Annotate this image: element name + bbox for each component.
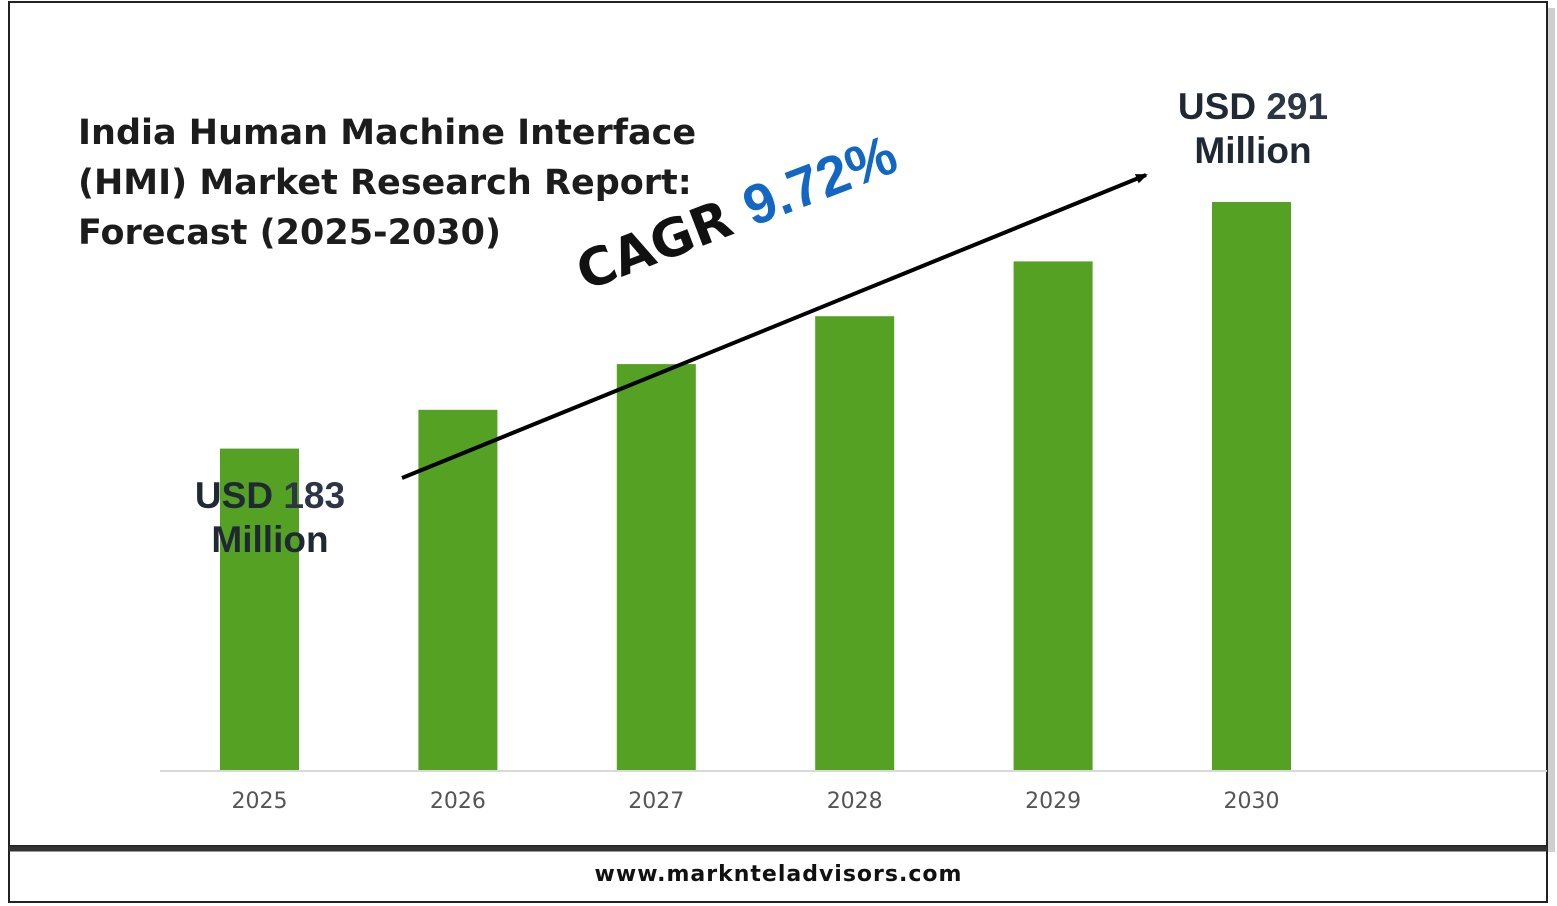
footer-website[interactable]: www.marknteladvisors.com (594, 862, 963, 887)
x-tick-label-2030: 2030 (1224, 789, 1280, 814)
x-tick-label-2028: 2028 (827, 789, 883, 814)
start-value-number: 183 (283, 475, 346, 516)
footer-box (8, 845, 1548, 903)
title-line-2: (HMI) Market Research Report: (78, 163, 692, 203)
bar-2025 (220, 448, 299, 770)
title-line-3: Forecast (2025-2030) (78, 213, 501, 253)
end-value-unit: Million (1194, 130, 1312, 171)
start-value-line: USD 183 (180, 474, 360, 518)
growth-arrow (401, 173, 1148, 480)
bars-group (220, 202, 1291, 770)
bar-2029 (1013, 261, 1093, 770)
bar-2026 (418, 409, 498, 770)
bar-2030 (1212, 202, 1291, 770)
end-value-line: USD 291 (1163, 85, 1343, 129)
x-tick-label-2025: 2025 (232, 789, 288, 814)
start-value-callout: USD 183 Million (180, 474, 360, 562)
bar-2028 (815, 316, 895, 770)
x-tick-label-2029: 2029 (1025, 789, 1081, 814)
tick-labels-group: 2025 2026 2027 2028 2029 2030 (232, 789, 1280, 814)
x-tick-label-2027: 2027 (628, 789, 684, 814)
start-value-unit: Million (211, 519, 329, 560)
end-value-callout: USD 291 Million (1163, 85, 1343, 173)
chart-title: India Human Machine Interface (HMI) Mark… (78, 108, 718, 258)
end-value-prefix: USD (1177, 86, 1267, 127)
title-line-1: India Human Machine Interface (78, 113, 697, 153)
bar-2027 (616, 364, 696, 770)
start-value-prefix: USD (194, 475, 284, 516)
x-tick-label-2026: 2026 (430, 789, 486, 814)
end-value-number: 291 (1266, 86, 1329, 127)
